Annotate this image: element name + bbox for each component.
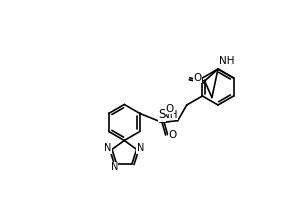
Text: NH: NH xyxy=(219,56,235,66)
Text: S: S xyxy=(158,108,166,121)
Text: N: N xyxy=(104,143,112,153)
Text: NH: NH xyxy=(162,110,178,120)
Text: O: O xyxy=(165,104,173,114)
Text: O: O xyxy=(169,130,177,140)
Text: N: N xyxy=(111,162,118,172)
Text: N: N xyxy=(137,143,144,153)
Text: O: O xyxy=(194,73,202,83)
